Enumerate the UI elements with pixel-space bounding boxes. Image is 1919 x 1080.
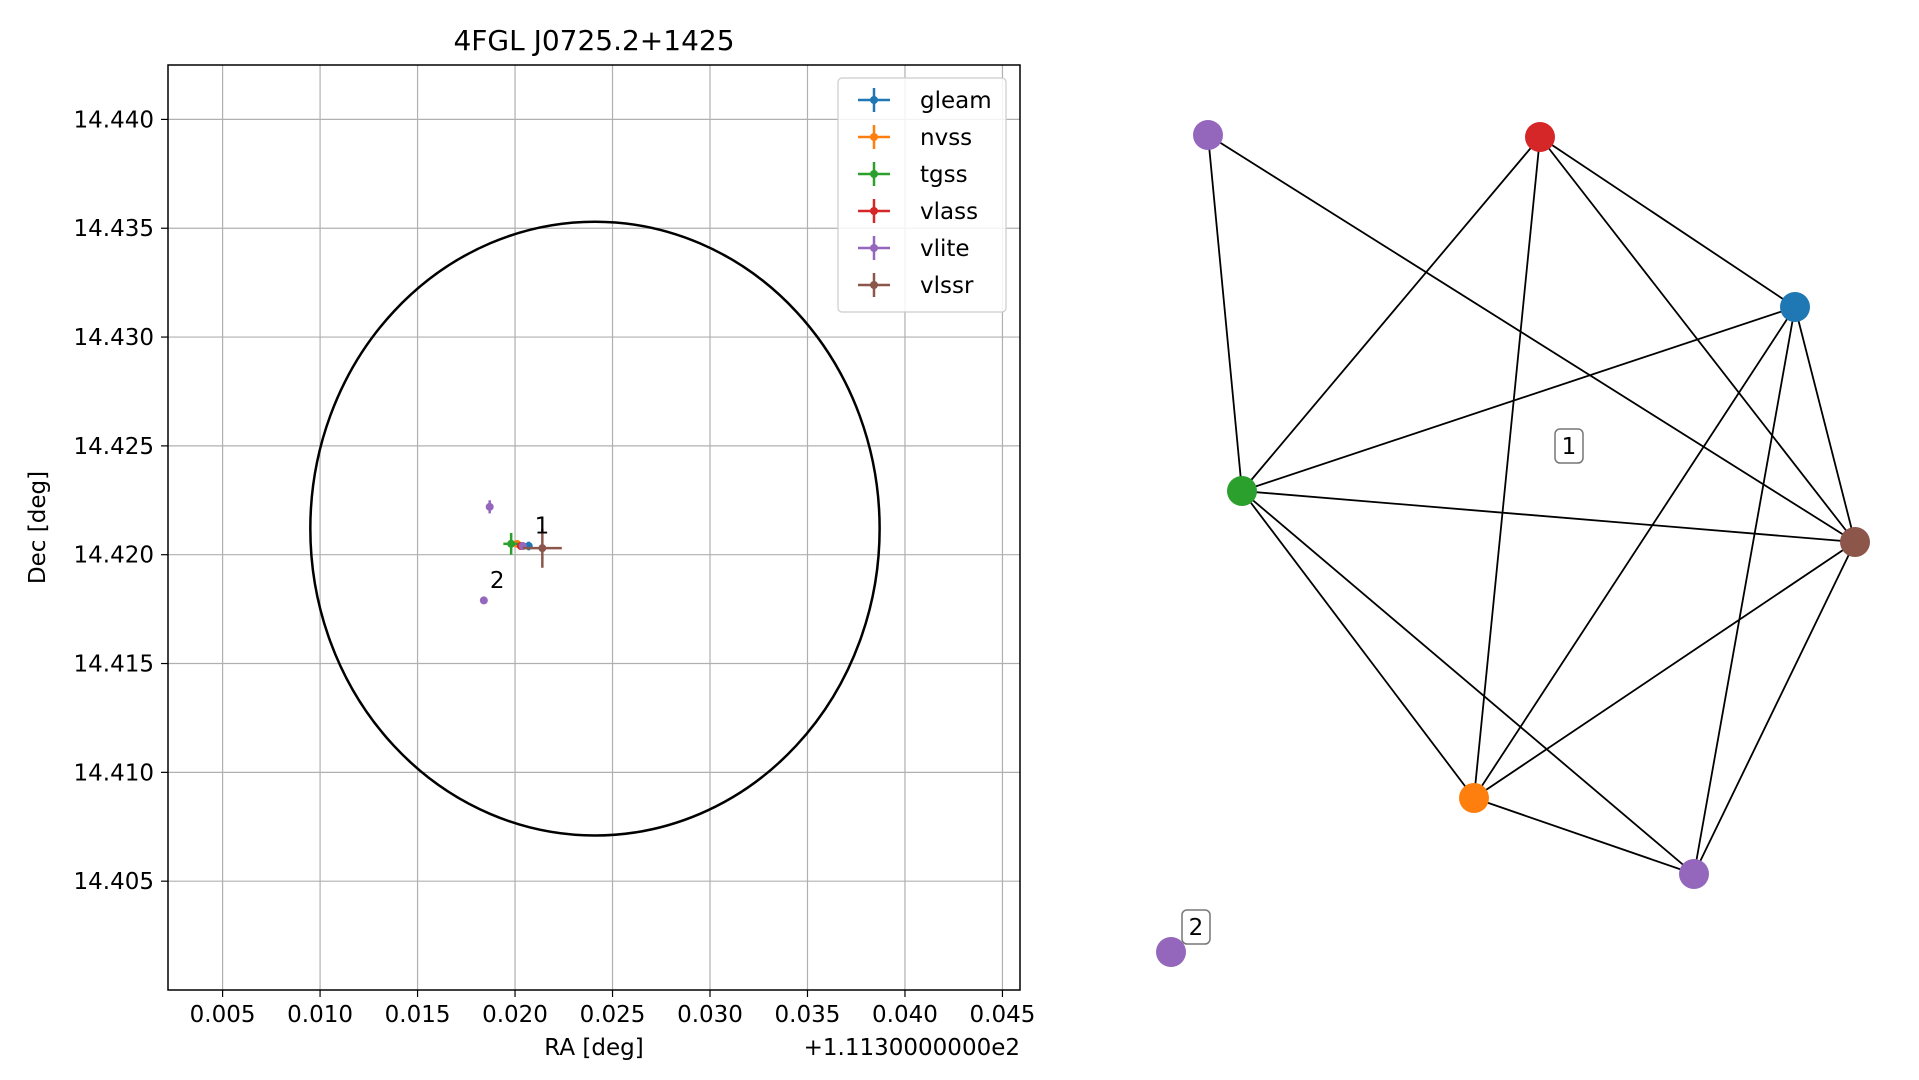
y-tick-label: 14.405 <box>74 869 154 895</box>
graph-edge <box>1241 490 1856 543</box>
data-points <box>479 500 562 605</box>
legend-entry-vlite: vlite <box>858 236 970 262</box>
legend-entry-gleam: gleam <box>858 88 992 114</box>
graph-edge <box>1207 134 1243 492</box>
legend-label: nvss <box>920 125 972 151</box>
x-tick-label: 0.030 <box>677 1002 743 1028</box>
graph-component-label: 1 <box>1554 428 1584 464</box>
graph-component-label: 2 <box>1181 909 1211 945</box>
legend-label: vlite <box>920 236 970 262</box>
graph-edge <box>1241 306 1796 492</box>
svg-text:2: 2 <box>1189 915 1204 941</box>
y-tick-label: 14.425 <box>74 434 154 460</box>
x-tick-label: 0.015 <box>385 1002 451 1028</box>
x-axis-label: RA [deg] <box>544 1035 643 1061</box>
graph-edge <box>1693 541 1856 875</box>
error-ellipse <box>309 220 881 837</box>
y-tick-label: 14.410 <box>74 760 154 786</box>
legend: gleam nvss tgss vlass vlite vlssr <box>837 77 1007 313</box>
component-annotations: 12 <box>490 513 549 593</box>
graph-node <box>1193 120 1223 150</box>
x-tick-label: 0.040 <box>872 1002 938 1028</box>
legend-label: vlssr <box>920 273 974 299</box>
x-tick-label: 0.010 <box>287 1002 353 1028</box>
x-tick-label: 0.025 <box>580 1002 646 1028</box>
point-tgss <box>503 532 519 555</box>
svg-text:1: 1 <box>1562 434 1577 460</box>
axes-frame <box>167 64 1021 991</box>
graph-edge <box>1473 797 1695 875</box>
y-axis-label: Dec [deg] <box>25 471 51 584</box>
legend-label: gleam <box>920 88 992 114</box>
legend-entry-vlass: vlass <box>858 199 978 225</box>
x-tick-label: 0.020 <box>482 1002 548 1028</box>
y-tick-label: 14.430 <box>74 325 154 351</box>
graph-edge <box>1241 490 1695 875</box>
y-tick-label: 14.440 <box>74 107 154 133</box>
component-label: 1 <box>535 513 550 539</box>
graph-edge <box>1794 306 1856 543</box>
legend-entry-nvss: nvss <box>858 125 972 151</box>
legend-label: tgss <box>920 162 968 188</box>
x-tick-label: 0.035 <box>775 1002 841 1028</box>
graph-edge <box>1473 541 1856 799</box>
graph-edge <box>1241 136 1541 492</box>
plot-title: 4FGL J0725.2+1425 <box>453 24 734 57</box>
graph-node <box>1227 476 1257 506</box>
graph-node <box>1459 783 1489 813</box>
graph-nodes <box>1156 120 1870 967</box>
x-tick-label: 0.005 <box>190 1002 256 1028</box>
graph-node <box>1525 122 1555 152</box>
x-axis-offset-label: +1.1130000000e2 <box>804 1035 1020 1061</box>
legend-label: vlass <box>920 199 978 225</box>
graph-edge <box>1207 134 1856 543</box>
point-vlssr <box>522 528 562 568</box>
graph-edge <box>1539 136 1796 308</box>
graph-labels: 12 <box>1181 428 1584 945</box>
y-tick-label: 14.415 <box>74 652 154 678</box>
component-label: 2 <box>490 568 505 594</box>
graph-node <box>1780 292 1810 322</box>
y-tick-label: 14.420 <box>74 543 154 569</box>
localization-circle <box>309 220 881 837</box>
association-graph: 12 <box>1156 120 1870 967</box>
graph-edge <box>1473 136 1541 799</box>
sky-position-plot: 4FGL J0725.2+1425 12 0.005 0.010 0.015 0.02… <box>25 24 1035 1061</box>
legend-entry-tgss: tgss <box>858 162 968 188</box>
graph-node <box>1679 859 1709 889</box>
point-vlite <box>479 596 488 605</box>
graph-node <box>1156 937 1186 967</box>
legend-entry-vlssr: vlssr <box>858 273 974 299</box>
graph-edge <box>1473 306 1796 799</box>
graph-edge <box>1693 306 1796 875</box>
x-tick-label: 0.045 <box>970 1002 1036 1028</box>
graph-edge <box>1241 490 1475 799</box>
point-vlite <box>485 500 494 514</box>
graph-edges <box>1207 134 1856 875</box>
y-tick-label: 14.435 <box>74 216 154 242</box>
graph-node <box>1840 527 1870 557</box>
axis-ticks: 0.005 0.010 0.015 0.020 0.025 0.030 0.035 0.040… <box>74 107 1036 1028</box>
